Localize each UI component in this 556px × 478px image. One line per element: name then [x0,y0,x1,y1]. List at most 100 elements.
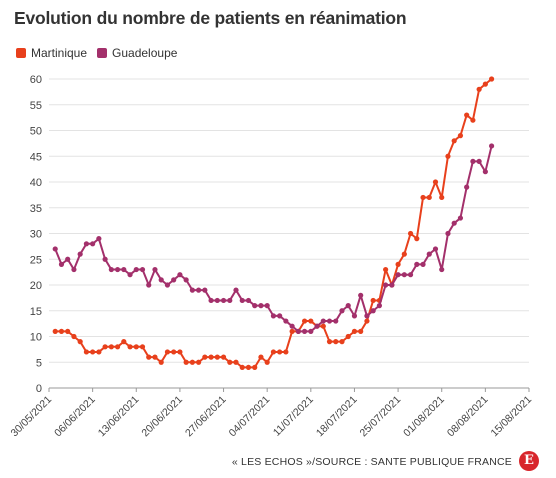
data-point-martinique [283,349,289,355]
legend-swatch-martinique [16,48,26,58]
data-point-guadeloupe [414,261,420,267]
data-point-martinique [83,349,89,355]
data-point-guadeloupe [227,297,233,304]
data-point-martinique [214,354,220,360]
data-point-martinique [202,354,208,360]
x-tick-label: 18/07/2021 [314,394,360,440]
data-point-martinique [71,333,77,340]
data-point-guadeloupe [401,272,407,278]
data-point-guadeloupe [345,303,351,309]
x-tick-label: 27/06/2021 [183,394,229,440]
data-point-martinique [364,318,370,324]
data-point-guadeloupe [121,266,127,273]
data-point-martinique [171,349,177,355]
data-point-guadeloupe [464,184,470,190]
data-point-guadeloupe [407,272,414,278]
data-point-guadeloupe [301,328,308,334]
data-point-martinique [183,359,189,365]
data-point-guadeloupe [177,272,183,278]
data-point-guadeloupe [96,236,102,242]
data-point-martinique [401,251,407,257]
data-point-guadeloupe [77,251,83,257]
data-point-martinique [326,339,333,345]
data-point-guadeloupe [289,323,295,329]
legend-item-guadeloupe[interactable]: Guadeloupe [97,46,177,60]
y-tick-label: 0 [36,383,42,395]
data-point-martinique [445,153,451,159]
data-point-guadeloupe [326,318,333,324]
x-tick-label: 08/08/2021 [445,394,491,440]
data-point-martinique [451,138,457,144]
data-point-guadeloupe [220,297,227,304]
data-point-guadeloupe [376,303,382,309]
data-point-guadeloupe [264,303,270,309]
data-point-martinique [164,349,171,355]
data-point-guadeloupe [164,282,171,288]
data-point-martinique [52,328,58,334]
data-point-guadeloupe [90,241,96,247]
y-tick-label: 60 [30,74,42,86]
data-point-guadeloupe [432,246,439,252]
data-point-guadeloupe [445,230,451,237]
data-point-guadeloupe [139,266,146,273]
data-point-martinique [245,364,252,370]
data-point-guadeloupe [420,261,426,267]
y-tick-label: 30 [30,229,42,241]
data-point-guadeloupe [114,266,121,273]
legend-item-martinique[interactable]: Martinique [16,46,87,60]
data-point-martinique [158,359,164,365]
data-point-martinique [152,354,158,360]
series-lines [52,76,495,370]
data-point-guadeloupe [233,287,239,293]
data-point-guadeloupe [171,277,177,283]
data-point-martinique [489,76,495,82]
data-point-martinique [208,354,214,360]
y-tick-label: 40 [30,177,42,189]
data-point-martinique [351,328,358,334]
data-point-martinique [426,194,432,201]
data-point-martinique [289,328,295,334]
data-point-martinique [358,328,364,334]
data-point-guadeloupe [457,215,464,221]
data-point-guadeloupe [489,143,495,149]
data-point-guadeloupe [102,256,108,262]
data-point-martinique [432,179,439,185]
data-point-guadeloupe [158,277,164,283]
data-point-martinique [258,354,264,360]
legend-label-martinique: Martinique [31,46,88,60]
data-point-martinique [127,344,133,350]
y-tick-label: 5 [36,357,42,369]
legend: Martinique Guadeloupe [16,46,187,60]
data-point-guadeloupe [133,266,139,273]
data-point-martinique [414,236,420,242]
data-point-guadeloupe [358,292,364,298]
legend-swatch-guadeloupe [97,48,108,58]
data-point-martinique [133,344,139,350]
series-line-guadeloupe [54,145,493,333]
data-point-martinique [102,344,108,350]
data-point-guadeloupe [482,169,488,175]
data-point-guadeloupe [239,297,245,304]
data-point-martinique [383,266,389,273]
y-tick-label: 45 [30,151,42,163]
x-tick-label: 11/07/2021 [271,394,316,439]
data-point-guadeloupe [71,266,77,273]
data-point-martinique [239,364,245,370]
data-point-martinique [121,339,127,345]
data-point-guadeloupe [383,282,389,288]
data-point-martinique [395,261,401,267]
x-tick-label: 20/06/2021 [139,394,185,440]
data-point-martinique [407,230,414,237]
data-point-guadeloupe [333,318,339,324]
data-point-martinique [308,318,314,324]
data-point-guadeloupe [370,308,376,314]
chart-title: Evolution du nombre de patients en réani… [14,8,407,28]
series-line-martinique [55,78,493,369]
data-point-martinique [301,318,308,324]
data-point-guadeloupe [308,328,314,334]
data-point-martinique [252,364,258,370]
data-point-guadeloupe [470,158,476,164]
y-tick-label: 10 [30,332,42,344]
data-point-martinique [108,344,114,350]
